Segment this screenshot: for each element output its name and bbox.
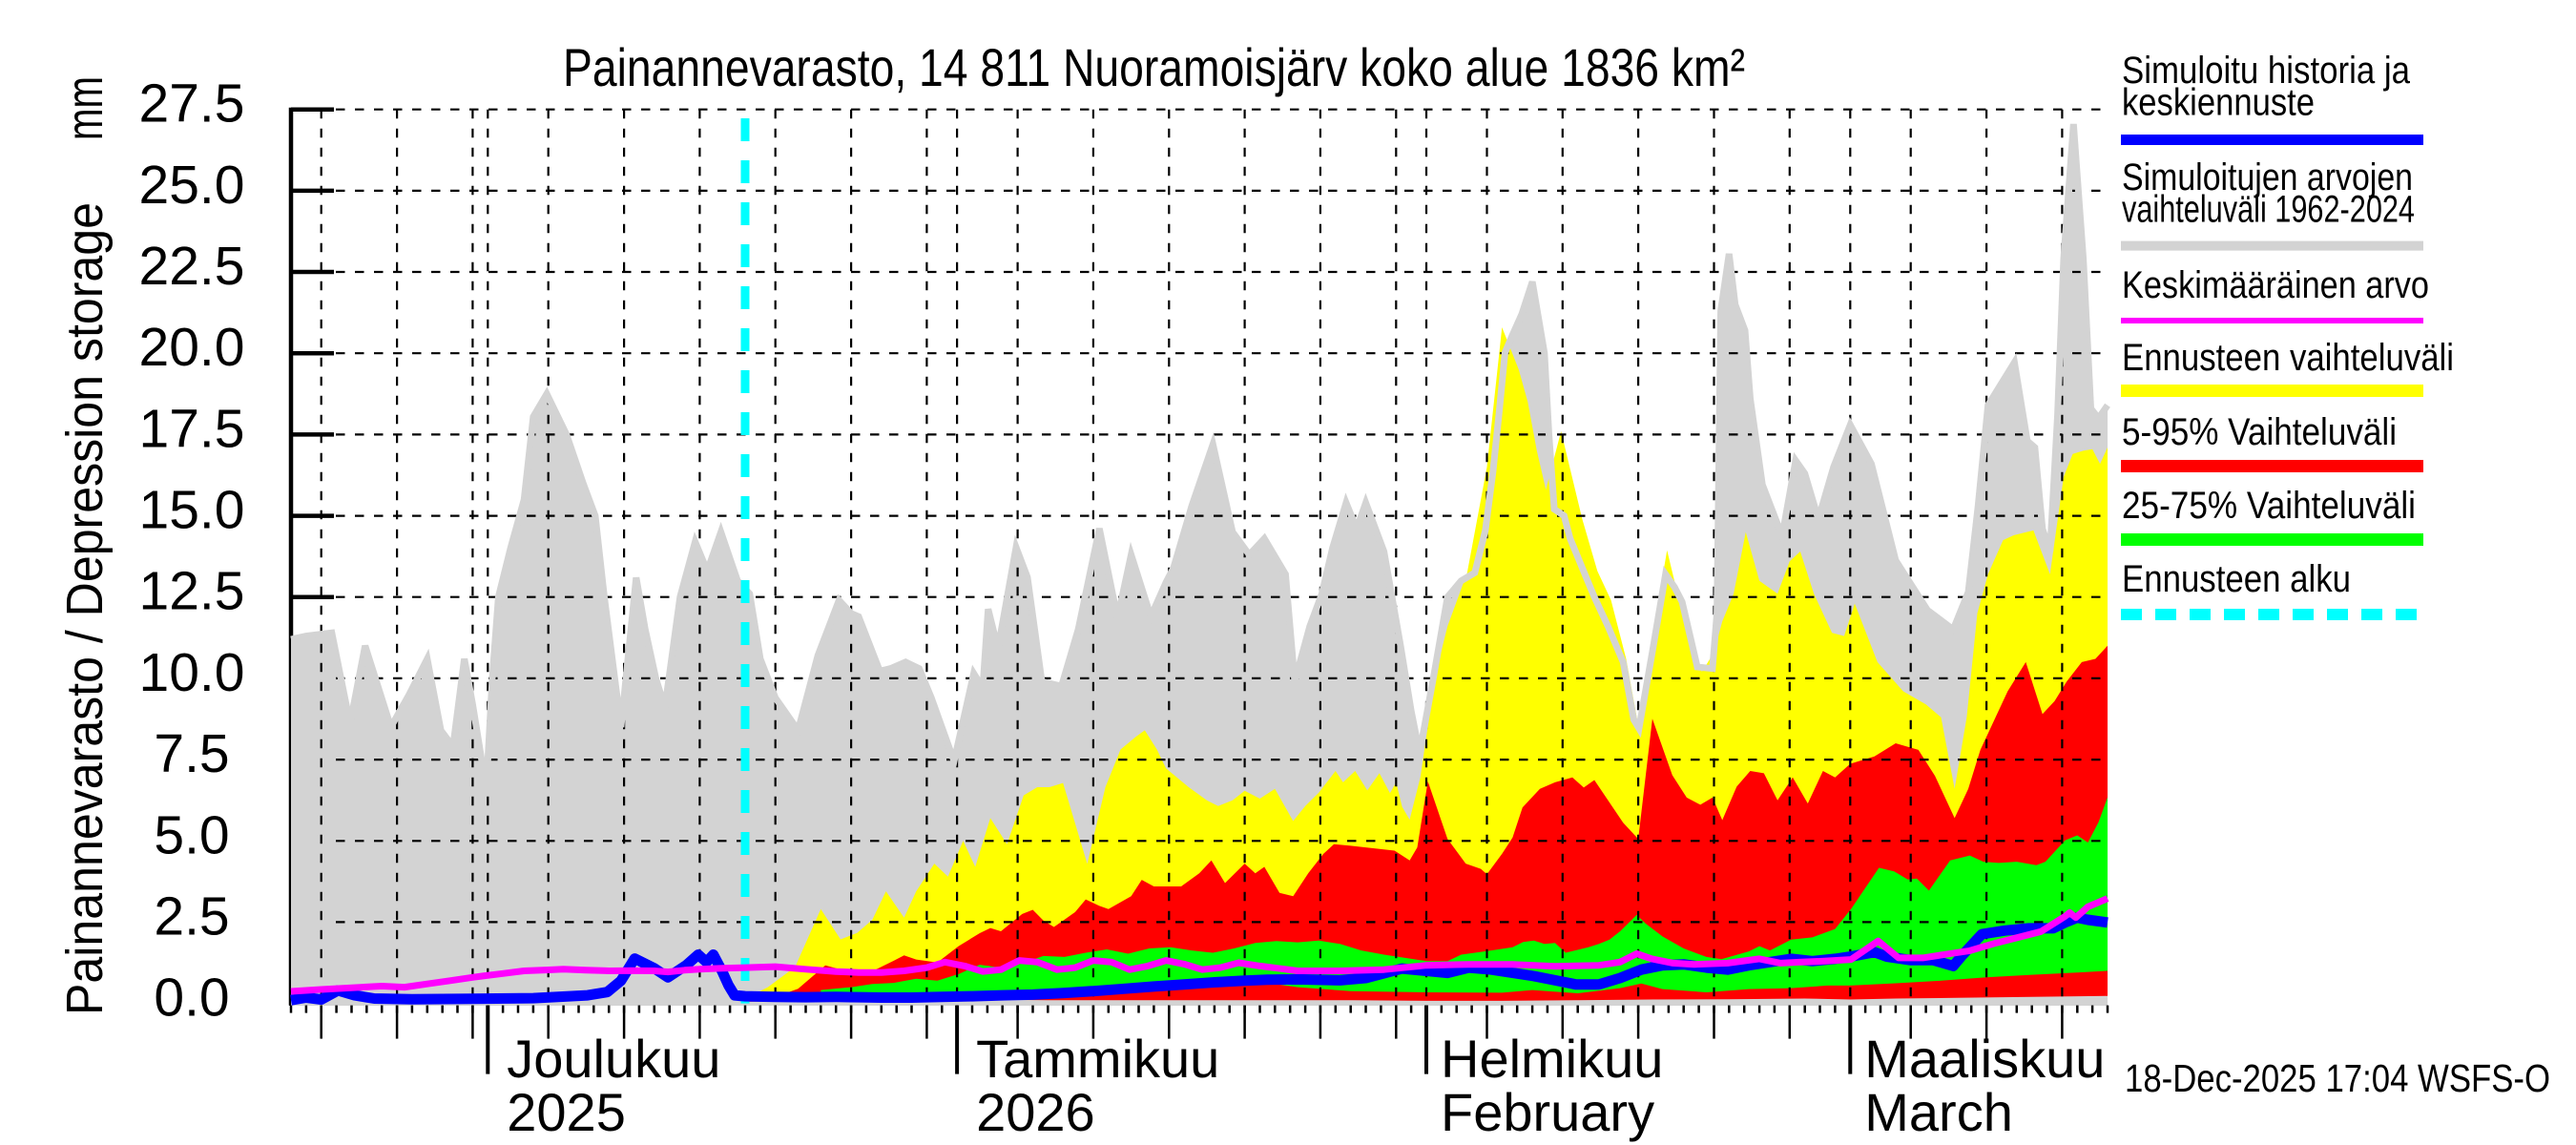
svg-text:Helmikuu: Helmikuu [1441,1029,1663,1089]
svg-text:Ennusteen alku: Ennusteen alku [2122,558,2351,600]
svg-text:Simuloitu historia ja: Simuloitu historia ja [2122,50,2411,92]
svg-text:February: February [1441,1082,1654,1142]
svg-text:keskiennuste: keskiennuste [2122,82,2315,124]
svg-text:0.0: 0.0 [154,968,229,1029]
svg-text:18-Dec-2025 17:04 WSFS-O: 18-Dec-2025 17:04 WSFS-O [2125,1056,2550,1100]
svg-text:Ennusteen vaihteluväli: Ennusteen vaihteluväli [2122,337,2454,379]
svg-text:Maaliskuu: Maaliskuu [1864,1029,2105,1089]
svg-text:5-95% Vaihteluväli: 5-95% Vaihteluväli [2122,411,2397,453]
svg-text:Keskimääräinen arvo: Keskimääräinen arvo [2122,264,2429,306]
svg-text:15.0: 15.0 [139,480,245,541]
svg-text:2.5: 2.5 [154,885,229,947]
svg-text:7.5: 7.5 [154,723,229,784]
svg-text:mm: mm [56,76,114,140]
svg-text:Painannevarasto, 14 811 Nuoram: Painannevarasto, 14 811 Nuoramoisjärv ko… [563,37,1745,97]
svg-text:vaihteluväli 1962-2024: vaihteluväli 1962-2024 [2122,189,2415,231]
svg-text:Tammikuu: Tammikuu [976,1029,1219,1089]
svg-text:22.5: 22.5 [139,236,245,297]
svg-text:25-75% Vaihteluväli: 25-75% Vaihteluväli [2122,485,2416,527]
svg-text:10.0: 10.0 [139,642,245,703]
svg-text:2025: 2025 [507,1082,626,1142]
svg-text:12.5: 12.5 [139,561,245,622]
svg-text:27.5: 27.5 [139,73,245,135]
svg-text:March: March [1864,1082,2013,1142]
svg-text:17.5: 17.5 [139,398,245,459]
svg-text:20.0: 20.0 [139,317,245,378]
svg-text:Joulukuu: Joulukuu [507,1029,720,1089]
svg-text:Painannevarasto / Depression s: Painannevarasto / Depression storage [56,202,114,1015]
svg-text:25.0: 25.0 [139,155,245,216]
svg-text:2026: 2026 [976,1082,1095,1142]
svg-text:5.0: 5.0 [154,804,229,865]
svg-text:Simuloitujen arvojen: Simuloitujen arvojen [2122,156,2413,198]
